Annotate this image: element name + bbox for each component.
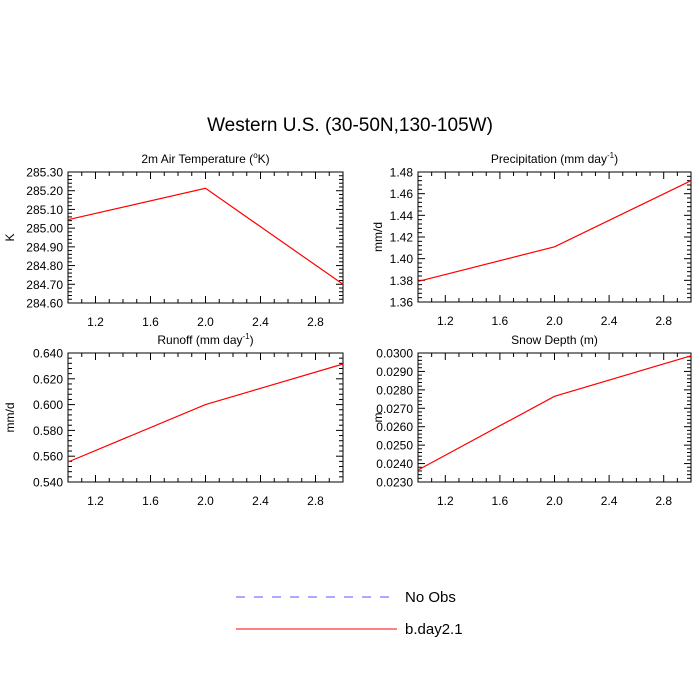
panel-title: Precipitation (mm day-1)	[491, 151, 618, 166]
x-tick-label: 2.8	[307, 315, 324, 329]
y-axis-label: m	[371, 413, 385, 423]
y-tick-label: 0.540	[33, 476, 63, 490]
plot-frame	[67, 352, 344, 483]
y-tick-label: 0.0270	[376, 402, 413, 416]
y-axis-label: mm/d	[371, 222, 385, 252]
y-tick-label: 1.36	[390, 296, 414, 310]
chart-panel-2: 1.2 1.6 2.0 2.4 2.8 1.36 1.38 1.40 1.42 1.44 1.46 1…	[371, 151, 692, 328]
x-tick-label: 1.2	[87, 494, 104, 508]
x-tick-label: 2.4	[601, 314, 618, 328]
legend-label: No Obs	[405, 589, 456, 606]
x-tick-label: 1.6	[142, 494, 159, 508]
y-axis-label: mm/d	[3, 403, 17, 433]
chart-panel-3: 1.2 1.6 2.0 2.4 2.8 0.540 0.560 0.580 0.600 0.620…	[3, 332, 344, 508]
y-tick-label: 284.90	[26, 240, 63, 254]
x-tick-label: 1.2	[437, 314, 454, 328]
y-tick-label: 0.0240	[376, 457, 413, 471]
y-tick-label: 284.60	[26, 297, 63, 311]
x-tick-label: 2.4	[601, 494, 618, 508]
figure-title: Western U.S. (30-50N,130-105W)	[207, 115, 493, 136]
y-tick-label: 0.600	[33, 398, 63, 412]
x-tick-label: 2.0	[197, 315, 214, 329]
y-tick-label: 1.38	[390, 274, 414, 288]
y-tick-label: 284.80	[26, 259, 63, 273]
y-tick-label: 0.0290	[376, 365, 413, 379]
x-tick-label: 2.8	[655, 494, 672, 508]
legend: No Obs b.day2.1	[236, 589, 463, 638]
y-tick-label: 0.620	[33, 372, 63, 386]
y-tick-label: 1.40	[390, 252, 414, 266]
y-tick-label: 285.00	[26, 222, 63, 236]
x-tick-label: 1.2	[87, 315, 104, 329]
panel-title: Snow Depth (m)	[511, 333, 598, 347]
series-line-b.day2.1	[67, 187, 344, 285]
y-tick-label: 0.0280	[376, 383, 413, 397]
series-line-b.day2.1	[67, 363, 344, 463]
y-tick-label: 0.0230	[376, 476, 413, 490]
x-tick-label: 1.2	[437, 494, 454, 508]
x-tick-label: 2.4	[252, 315, 269, 329]
x-tick-label: 2.0	[546, 494, 563, 508]
x-tick-label: 2.4	[252, 494, 269, 508]
x-tick-label: 1.6	[492, 494, 509, 508]
y-axis-label: K	[3, 233, 17, 241]
plot-frame	[67, 171, 344, 304]
x-tick-label: 2.8	[655, 314, 672, 328]
panel-title: Runoff (mm day-1)	[157, 332, 253, 347]
y-tick-label: 1.48	[390, 166, 414, 180]
y-tick-label: 1.42	[390, 231, 414, 245]
x-tick-label: 2.8	[307, 494, 324, 508]
legend-label: b.day2.1	[405, 621, 463, 638]
y-tick-label: 0.580	[33, 424, 63, 438]
y-tick-label: 285.30	[26, 166, 63, 180]
y-tick-label: 0.640	[33, 347, 63, 361]
y-tick-label: 285.10	[26, 203, 63, 217]
y-tick-label: 0.0300	[376, 347, 413, 361]
panel-title: 2m Air Temperature (oK)	[141, 151, 269, 166]
plot-frame	[417, 171, 692, 303]
chart-panel-1: 1.2 1.6 2.0 2.4 2.8 284.60 284.70 284.80 284.90 2…	[3, 151, 344, 329]
plot-frame	[417, 352, 692, 483]
y-tick-label: 1.44	[390, 209, 414, 223]
x-tick-label: 1.6	[142, 315, 159, 329]
y-tick-label: 285.20	[26, 184, 63, 198]
series-line-b.day2.1	[417, 180, 692, 282]
y-tick-label: 0.0250	[376, 439, 413, 453]
x-tick-label: 2.0	[546, 314, 563, 328]
y-tick-label: 284.70	[26, 278, 63, 292]
x-tick-label: 1.6	[492, 314, 509, 328]
series-line-b.day2.1	[417, 355, 692, 471]
chart-panel-4: 1.2 1.6 2.0 2.4 2.8 0.0230 0.0240 0.0250 0.0260 0…	[371, 333, 692, 508]
y-tick-label: 0.0260	[376, 420, 413, 434]
x-tick-label: 2.0	[197, 494, 214, 508]
y-tick-label: 1.46	[390, 187, 414, 201]
y-tick-label: 0.560	[33, 450, 63, 464]
